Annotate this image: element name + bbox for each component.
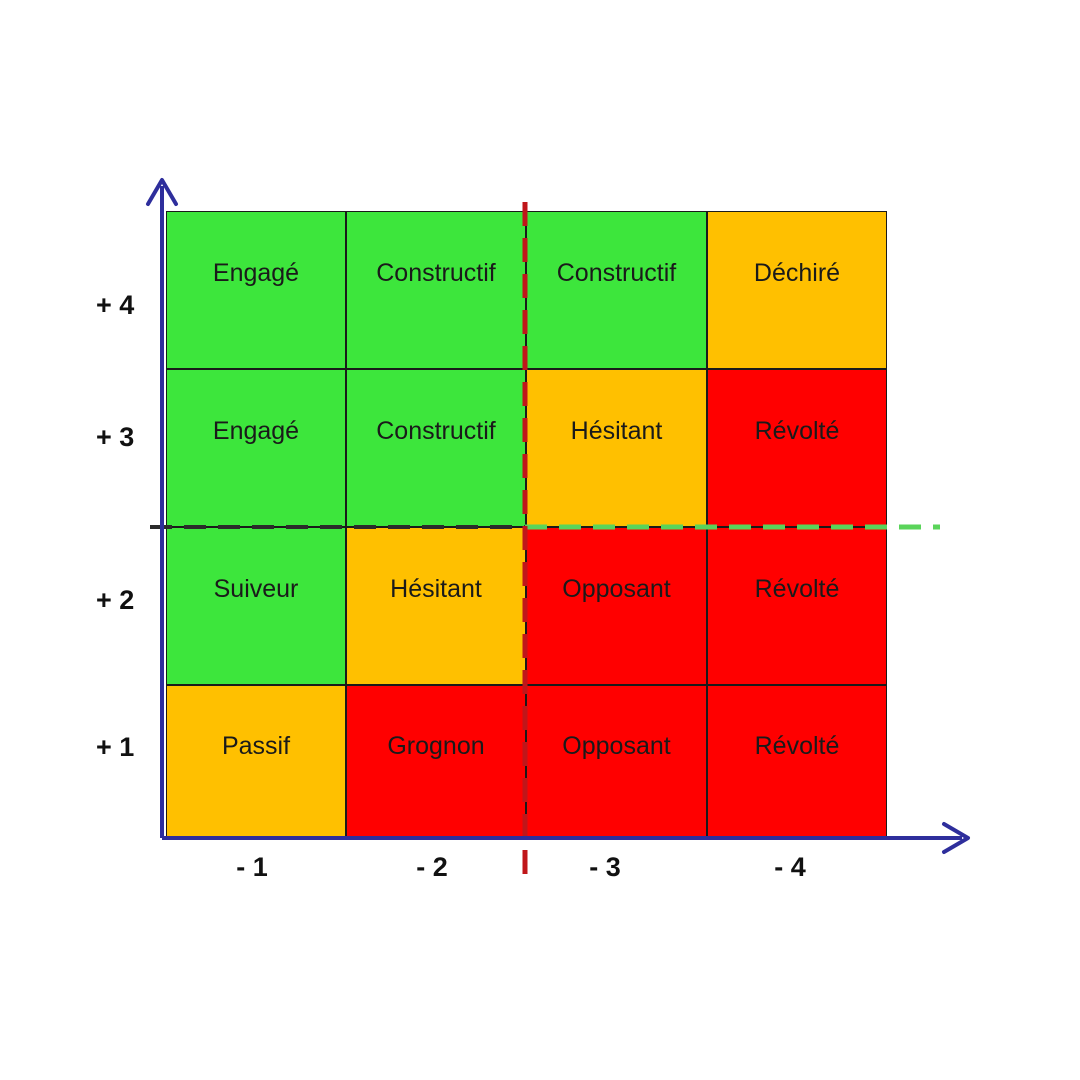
matrix-cell-label: Opposant bbox=[562, 732, 671, 760]
x-axis-label-3: - 3 bbox=[589, 852, 621, 882]
matrix-cell: Révolté bbox=[707, 685, 887, 837]
matrix-cell-label: Constructif bbox=[556, 259, 677, 287]
matrix-cell-label: Grognon bbox=[387, 732, 485, 760]
matrix-cell: Engagé bbox=[166, 369, 346, 527]
matrix-cell: Constructif bbox=[346, 211, 526, 369]
matrix-cell: Opposant bbox=[526, 685, 707, 837]
matrix-cell: Engagé bbox=[166, 211, 346, 369]
matrix-cell: Déchiré bbox=[707, 211, 887, 369]
matrix-cell-label: Révolté bbox=[754, 417, 840, 445]
matrix-cell: Hésitant bbox=[526, 369, 707, 527]
matrix-cell: Constructif bbox=[346, 369, 526, 527]
matrix-cell: Révolté bbox=[707, 369, 887, 527]
matrix-cell: Hésitant bbox=[346, 527, 526, 685]
matrix-cell: Révolté bbox=[707, 527, 887, 685]
matrix-cell-label: Hésitant bbox=[390, 575, 482, 603]
x-axis-label-4: - 4 bbox=[774, 852, 806, 882]
matrix-cell-label: Constructif bbox=[376, 259, 496, 287]
y-axis-arrow-icon bbox=[146, 178, 178, 206]
matrix-cell: Grognon bbox=[346, 685, 526, 837]
y-axis-label-3: + 3 bbox=[96, 422, 135, 452]
matrix-cell-label: Révolté bbox=[754, 575, 840, 603]
x-axis-label-1: - 1 bbox=[236, 852, 268, 882]
matrix-cell-label: Engagé bbox=[212, 417, 300, 445]
x-axis-label-2: - 2 bbox=[416, 852, 448, 882]
matrix-cell: Opposant bbox=[526, 527, 707, 685]
matrix-cell-label: Révolté bbox=[754, 732, 840, 760]
matrix-cell-label: Engagé bbox=[212, 259, 300, 287]
y-axis-label-2: + 2 bbox=[96, 585, 135, 615]
matrix-cell-label: Opposant bbox=[562, 575, 671, 603]
y-axis-label-4: + 4 bbox=[96, 290, 135, 320]
y-axis-label-1: + 1 bbox=[96, 732, 135, 762]
matrix-cell-label: Suiveur bbox=[213, 575, 299, 603]
matrix-cell: Constructif bbox=[526, 211, 707, 369]
matrix-cell: Suiveur bbox=[166, 527, 346, 685]
matrix-cell-label: Hésitant bbox=[570, 417, 663, 445]
matrix-cell-label: Déchiré bbox=[753, 259, 841, 287]
x-axis-arrow-icon bbox=[942, 822, 970, 854]
matrix-cell-label: Constructif bbox=[376, 417, 496, 445]
matrix-cell-label: Passif bbox=[221, 732, 291, 760]
